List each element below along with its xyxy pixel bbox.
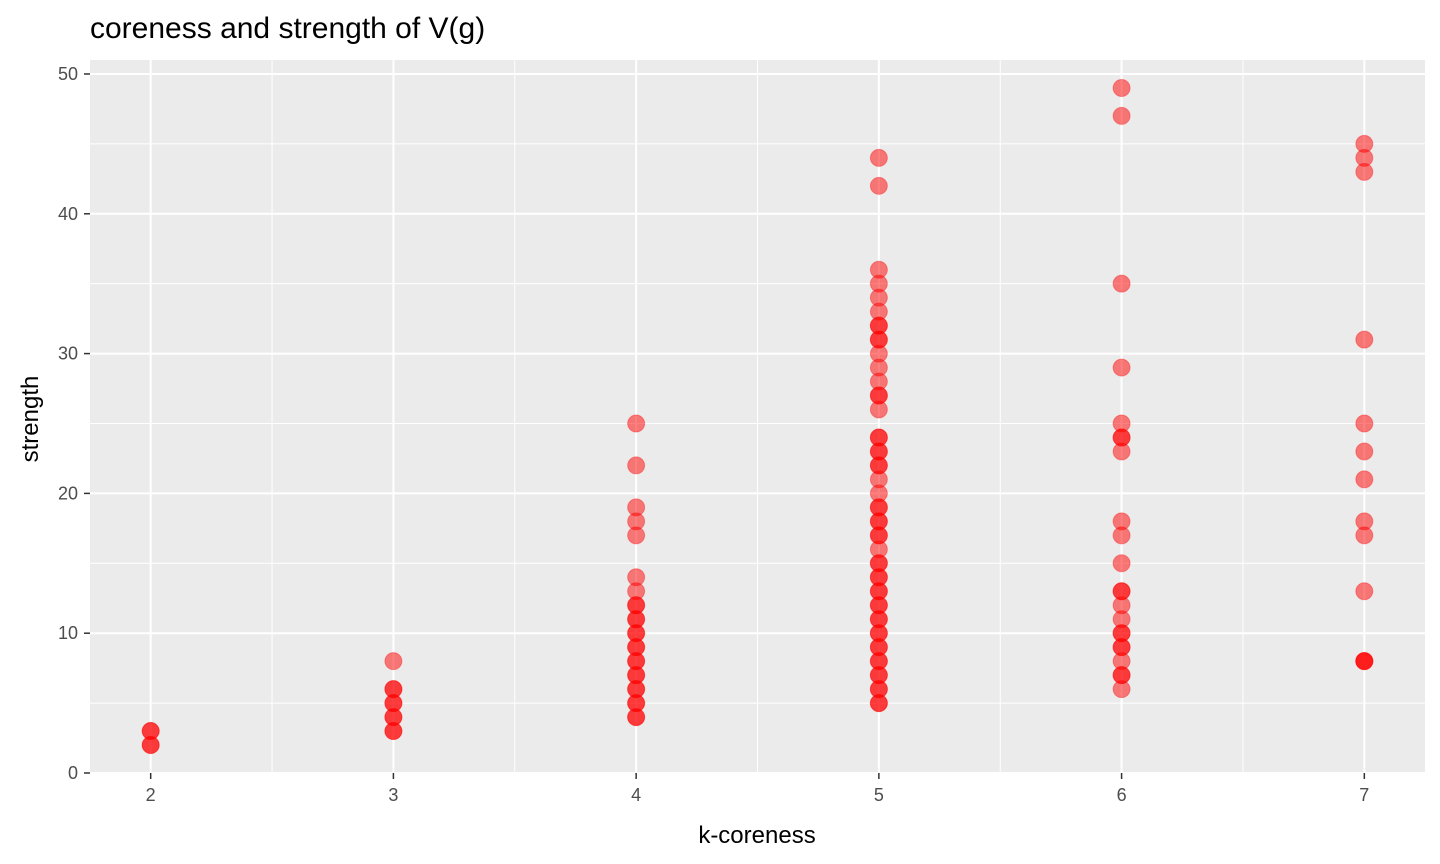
data-point [1355,470,1374,489]
y-tick-label: 0 [68,763,78,783]
data-point [1112,274,1131,293]
data-point [869,260,888,279]
x-tick-label: 5 [874,785,884,805]
data-point [869,176,888,195]
data-point [384,680,403,699]
x-axis-title: k-coreness [698,822,815,849]
data-point [384,652,403,671]
data-point [141,722,160,741]
data-point [627,498,646,517]
data-point [1112,582,1131,601]
data-point [1112,358,1131,377]
y-axis-title: strength [17,376,44,463]
data-point [1112,78,1131,97]
y-tick-label: 40 [58,204,78,224]
x-tick-label: 4 [631,785,641,805]
data-point [1112,106,1131,125]
y-tick-label: 10 [58,623,78,643]
data-point [1355,652,1374,671]
data-point [1355,512,1374,531]
data-points [141,78,1374,755]
chart-title: coreness and strength of V(g) [90,12,486,45]
x-tick-label: 6 [1117,785,1127,805]
data-point [1355,442,1374,461]
y-tick-label: 50 [58,64,78,84]
y-tick-label: 30 [58,344,78,364]
data-point [627,414,646,433]
x-tick-label: 7 [1359,785,1369,805]
data-point [1355,330,1374,349]
y-axis-ticks: 0 10 20 30 40 50 [58,64,90,783]
data-point [627,456,646,475]
x-tick-label: 2 [146,785,156,805]
data-point [1112,554,1131,573]
data-point [1355,414,1374,433]
data-point [1355,134,1374,153]
data-point [869,148,888,167]
data-point [627,568,646,587]
data-point [1112,512,1131,531]
data-point [869,428,888,447]
y-tick-label: 20 [58,483,78,503]
minor-gridlines [90,60,1425,773]
x-tick-label: 3 [388,785,398,805]
x-axis-ticks: 2 3 4 5 6 7 [146,773,1369,805]
data-point [1355,582,1374,601]
data-point [1112,414,1131,433]
